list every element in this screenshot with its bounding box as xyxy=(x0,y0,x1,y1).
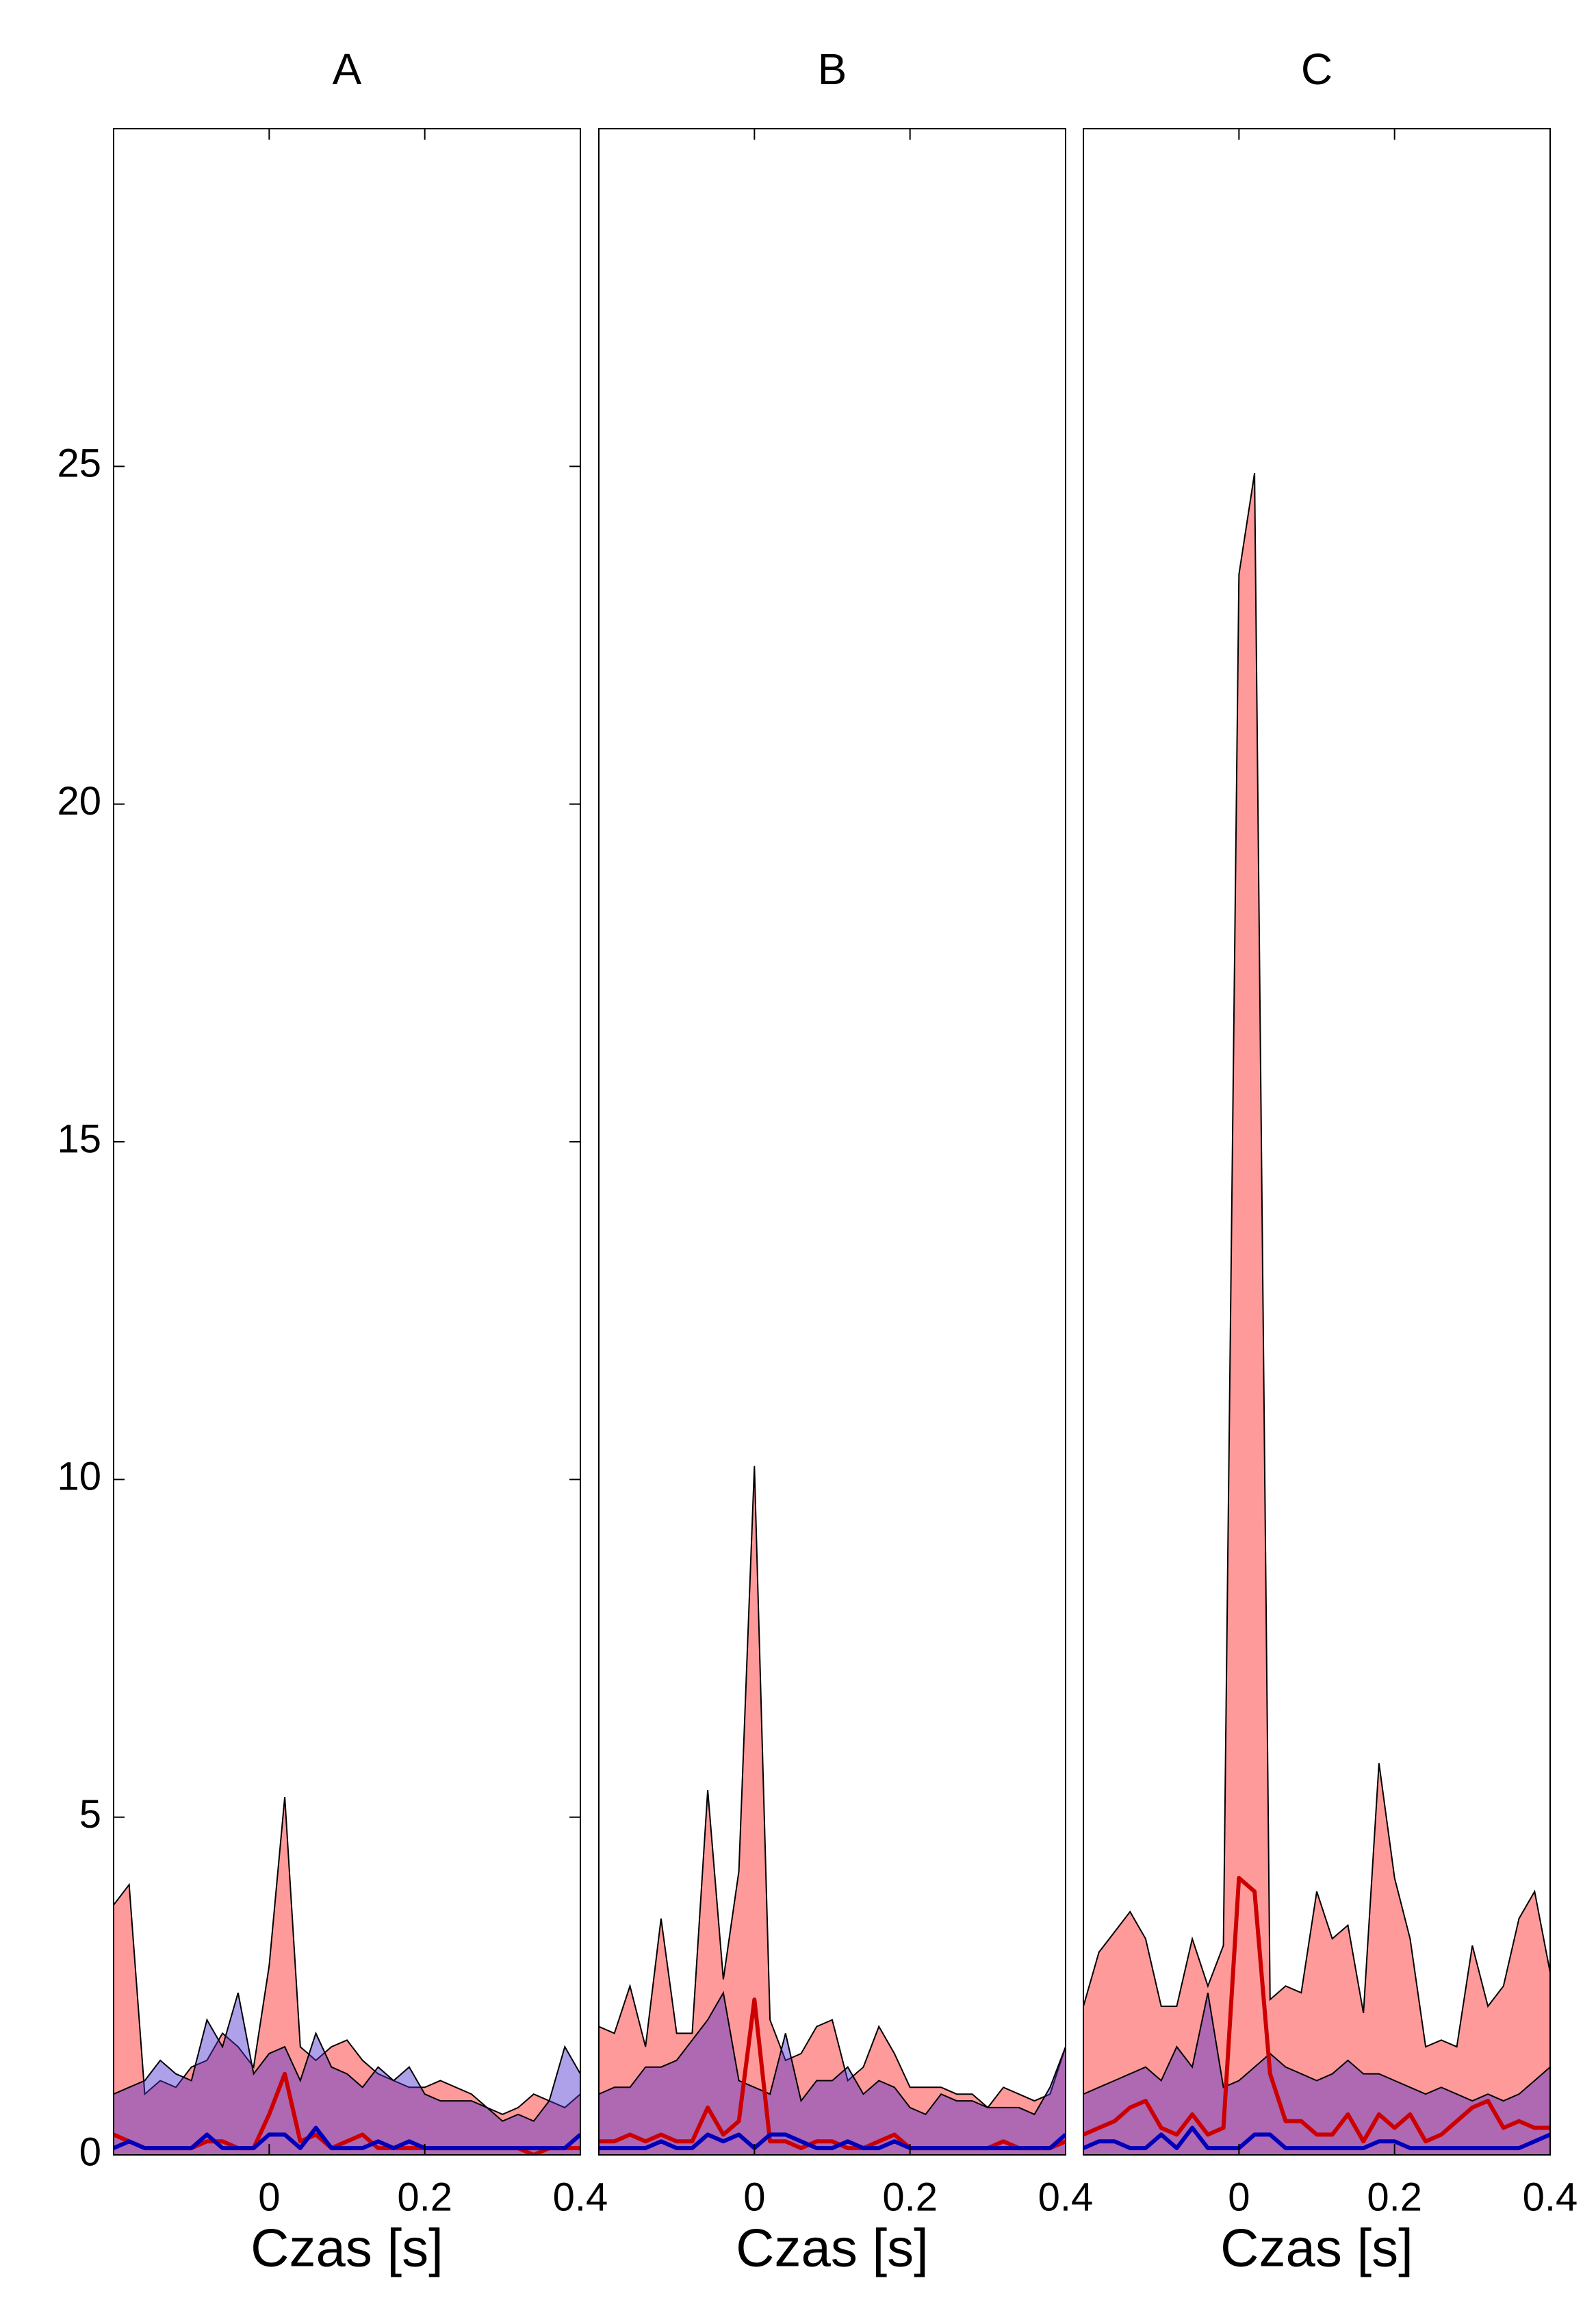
area xyxy=(1083,473,1550,2155)
line xyxy=(114,2125,580,2151)
x-axis-label: Czas [s] xyxy=(250,2218,443,2278)
x-tick-label: 0.4 xyxy=(1523,2175,1578,2219)
area xyxy=(599,1991,1066,2155)
x-tick-label: 0 xyxy=(258,2175,280,2219)
x-tick-label: 0.2 xyxy=(397,2175,452,2219)
y-tick-label: 25 xyxy=(57,442,101,486)
area xyxy=(1083,1992,1550,2155)
x-axis-label: Czas [s] xyxy=(1220,2218,1413,2278)
panel-title: A xyxy=(333,44,362,94)
x-tick-label: 0 xyxy=(1228,2175,1250,2219)
axes-frame xyxy=(1083,128,1551,2156)
x-tick-label: 0.4 xyxy=(1038,2175,1094,2219)
x-tick-label: 0 xyxy=(743,2175,765,2219)
area xyxy=(599,1466,1066,2155)
x-axis-label: Czas [s] xyxy=(736,2218,929,2278)
y-tick-label: 0 xyxy=(79,2130,101,2174)
y-tick-label: 10 xyxy=(57,1455,101,1499)
axes-frame xyxy=(113,128,581,2156)
plot-area xyxy=(599,1466,1066,2155)
area xyxy=(114,1797,580,2155)
line xyxy=(1083,1876,1550,2144)
y-tick-label: 20 xyxy=(57,779,101,823)
panel-title: B xyxy=(818,44,847,94)
line xyxy=(599,2132,1066,2151)
plot-area xyxy=(114,1797,580,2155)
x-tick-label: 0.2 xyxy=(1367,2175,1422,2219)
axes-frame xyxy=(598,128,1066,2156)
line xyxy=(1083,2125,1550,2151)
x-tick-label: 0.4 xyxy=(553,2175,608,2219)
x-tick-label: 0.2 xyxy=(882,2175,938,2219)
panel-title: C xyxy=(1301,44,1333,94)
y-tick-label: 15 xyxy=(57,1116,101,1161)
y-tick-label: 5 xyxy=(79,1792,101,1837)
plot-area xyxy=(1083,473,1550,2155)
area xyxy=(114,1992,580,2155)
